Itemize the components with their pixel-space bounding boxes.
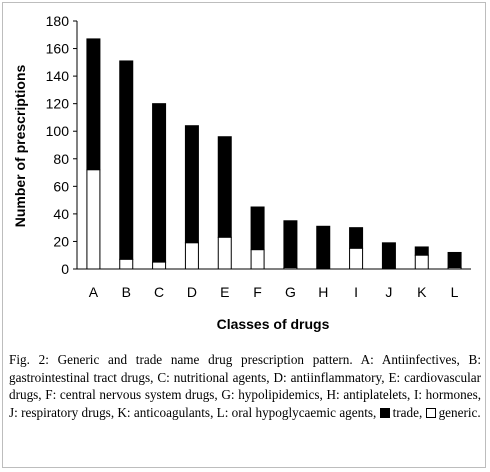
bar-trade [119,60,134,260]
y-tick-label: 20 [53,233,69,249]
y-tick-label: 0 [61,261,69,277]
bar-trade [283,220,298,269]
y-axis-ticks: 0 20 40 60 80 100 120 140 160 180 [46,13,77,277]
y-tick-label: 60 [53,178,69,194]
x-tick-label: G [285,284,296,300]
bar-generic [184,242,199,270]
bar-chart: 0 20 40 60 80 100 120 140 160 180 A B C D E F G H I J K L Nu… [12,13,471,332]
bar-generic [86,169,101,270]
bar-trade [447,251,462,269]
bar-trade [152,103,167,263]
x-tick-label: J [385,284,392,300]
bar-trade [316,225,331,270]
bar-trade [86,38,101,171]
bar-generic [349,247,364,270]
y-tick-label: 140 [46,68,70,84]
figure-caption: Fig. 2: Generic and trade name drug pres… [9,351,481,421]
y-tick-label: 40 [53,206,69,222]
bar-trade [217,136,232,238]
caption-body: A: Antiinfectives, B: gastrointestinal t… [9,352,481,420]
bars [86,38,462,270]
bar-trade [184,125,199,244]
y-axis-label: Number of prescriptions [12,65,28,228]
x-tick-label: C [154,284,164,300]
bar-generic [152,261,167,270]
bar-trade [381,242,396,270]
x-axis-ticks: A B C D E F G H I J K L [89,284,459,300]
caption-title: Fig. 2: Generic and trade name drug pres… [9,352,353,367]
x-tick-label: I [354,284,358,300]
generic-legend-label: generic. [438,404,481,420]
y-tick-label: 120 [46,96,70,112]
x-tick-label: H [318,284,328,300]
trade-legend-label: trade, [392,404,423,420]
chart-area: 0 20 40 60 80 100 120 140 160 180 A B C D E F G H I J K L Nu… [3,3,487,343]
x-tick-label: A [89,284,99,300]
bar-generic [217,236,232,270]
y-tick-label: 160 [46,41,70,57]
x-tick-label: K [417,284,427,300]
x-tick-label: D [187,284,197,300]
trade-legend-swatch [379,407,390,418]
bar-trade [414,246,429,256]
x-tick-label: F [253,284,262,300]
y-tick-label: 80 [53,151,69,167]
bar-generic [414,254,429,270]
generic-legend-swatch [425,407,436,418]
bar-generic [119,258,134,270]
bar-trade [349,227,364,249]
figure-frame: 0 20 40 60 80 100 120 140 160 180 A B C D E F G H I J K L Nu… [2,2,486,468]
x-tick-label: E [220,284,229,300]
x-tick-label: L [451,284,459,300]
bar-generic [250,249,265,270]
y-tick-label: 100 [46,123,70,139]
x-axis-label: Classes of drugs [217,316,330,332]
bar-trade [250,206,265,251]
y-tick-label: 180 [46,13,70,29]
x-tick-label: B [122,284,131,300]
